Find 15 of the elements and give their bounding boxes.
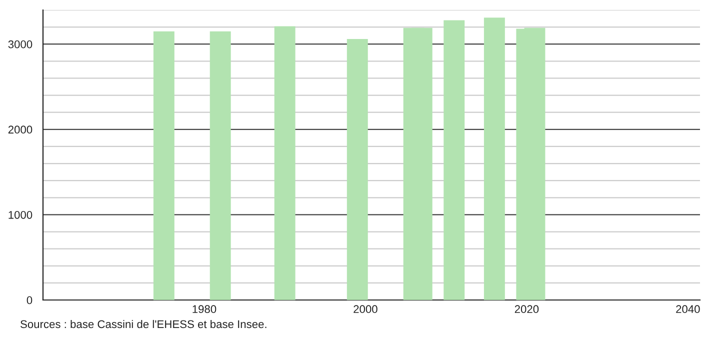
bar xyxy=(210,31,231,300)
x-tick-label: 1980 xyxy=(192,305,216,314)
bar xyxy=(153,31,174,300)
bar xyxy=(444,20,465,300)
x-tick-label: 2040 xyxy=(676,305,700,314)
bar xyxy=(484,18,505,300)
source-note: Sources : base Cassini de l'EHESS et base Insee. xyxy=(20,320,266,328)
y-tick-label: 2000 xyxy=(8,126,32,134)
y-tick-label: 3000 xyxy=(8,40,32,48)
bar xyxy=(274,26,296,300)
y-tick-label: 0 xyxy=(26,296,32,304)
x-tick-label: 2000 xyxy=(354,305,378,314)
bar xyxy=(346,39,368,300)
x-tick-label: 2020 xyxy=(514,305,539,314)
y-tick-label: 1000 xyxy=(8,210,32,219)
